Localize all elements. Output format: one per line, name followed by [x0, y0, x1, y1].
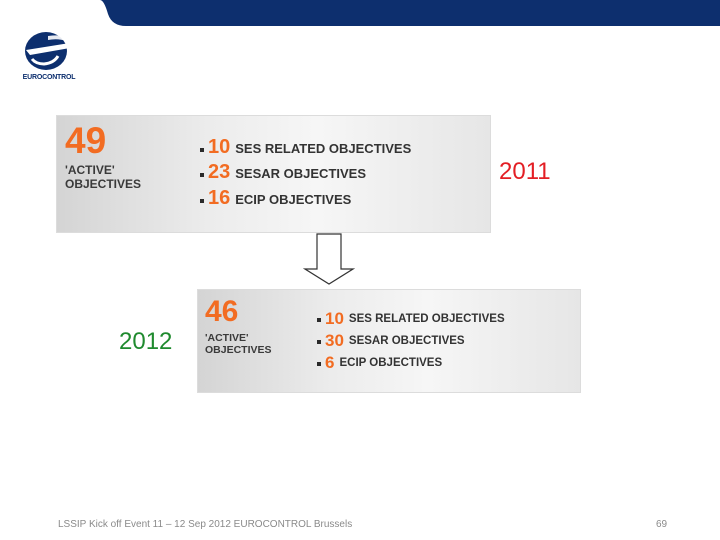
eurocontrol-logo: EUROCONTROL: [18, 28, 80, 84]
page-number: 69: [656, 519, 668, 530]
objective-count: 30: [325, 331, 344, 350]
list-item: 10 SES RELATED OBJECTIVES: [200, 131, 411, 157]
active-objectives-label: 'ACTIVE' OBJECTIVES: [205, 332, 272, 357]
objective-label: SES RELATED OBJECTIVES: [348, 312, 505, 325]
bullet-icon: [317, 362, 321, 366]
objectives-panel-2011: 49 'ACTIVE' OBJECTIVES 10 SES RELATED OB…: [56, 115, 491, 233]
active-objectives-total: 49: [65, 120, 107, 161]
top-banner: [100, 0, 720, 26]
objective-count: 23: [208, 161, 231, 183]
objective-count: 6: [325, 353, 335, 372]
bullet-icon: [200, 198, 204, 203]
objective-label: ECIP OBJECTIVES: [339, 356, 443, 369]
down-arrow-icon: [303, 233, 355, 285]
objective-count: 10: [208, 135, 231, 158]
objective-count: 16: [208, 186, 231, 209]
objective-count: 10: [325, 309, 344, 328]
bullet-icon: [200, 147, 204, 152]
objectives-panel-2012: 46 'ACTIVE' OBJECTIVES 10 SES RELATED OB…: [197, 289, 581, 393]
objectives-list: 10 SES RELATED OBJECTIVES 30 SESAR OBJEC…: [317, 305, 505, 371]
objective-label: SESAR OBJECTIVES: [235, 166, 367, 181]
bullet-icon: [317, 340, 321, 344]
year-label-2012: 2012: [119, 328, 173, 355]
list-item: 10 SES RELATED OBJECTIVES: [317, 305, 505, 327]
year-label-2011: 2011: [499, 158, 551, 185]
list-item: 6 ECIP OBJECTIVES: [317, 349, 505, 371]
logo-wordmark: EUROCONTROL: [22, 74, 76, 81]
bullet-icon: [317, 318, 321, 322]
list-item: 16 ECIP OBJECTIVES: [200, 182, 411, 208]
objective-label: SESAR OBJECTIVES: [348, 334, 465, 347]
active-objectives-label: 'ACTIVE' OBJECTIVES: [65, 163, 142, 191]
footer-text: LSSIP Kick off Event 11 – 12 Sep 2012 EU…: [58, 519, 353, 530]
list-item: 30 SESAR OBJECTIVES: [317, 327, 505, 349]
active-objectives-total: 46: [205, 295, 239, 328]
objective-label: SES RELATED OBJECTIVES: [235, 140, 412, 156]
eurocontrol-logo-icon: [25, 32, 76, 70]
list-item: 23 SESAR OBJECTIVES: [200, 157, 411, 183]
bullet-icon: [200, 173, 204, 177]
objective-label: ECIP OBJECTIVES: [235, 191, 352, 207]
objectives-list: 10 SES RELATED OBJECTIVES 23 SESAR OBJEC…: [200, 131, 411, 208]
